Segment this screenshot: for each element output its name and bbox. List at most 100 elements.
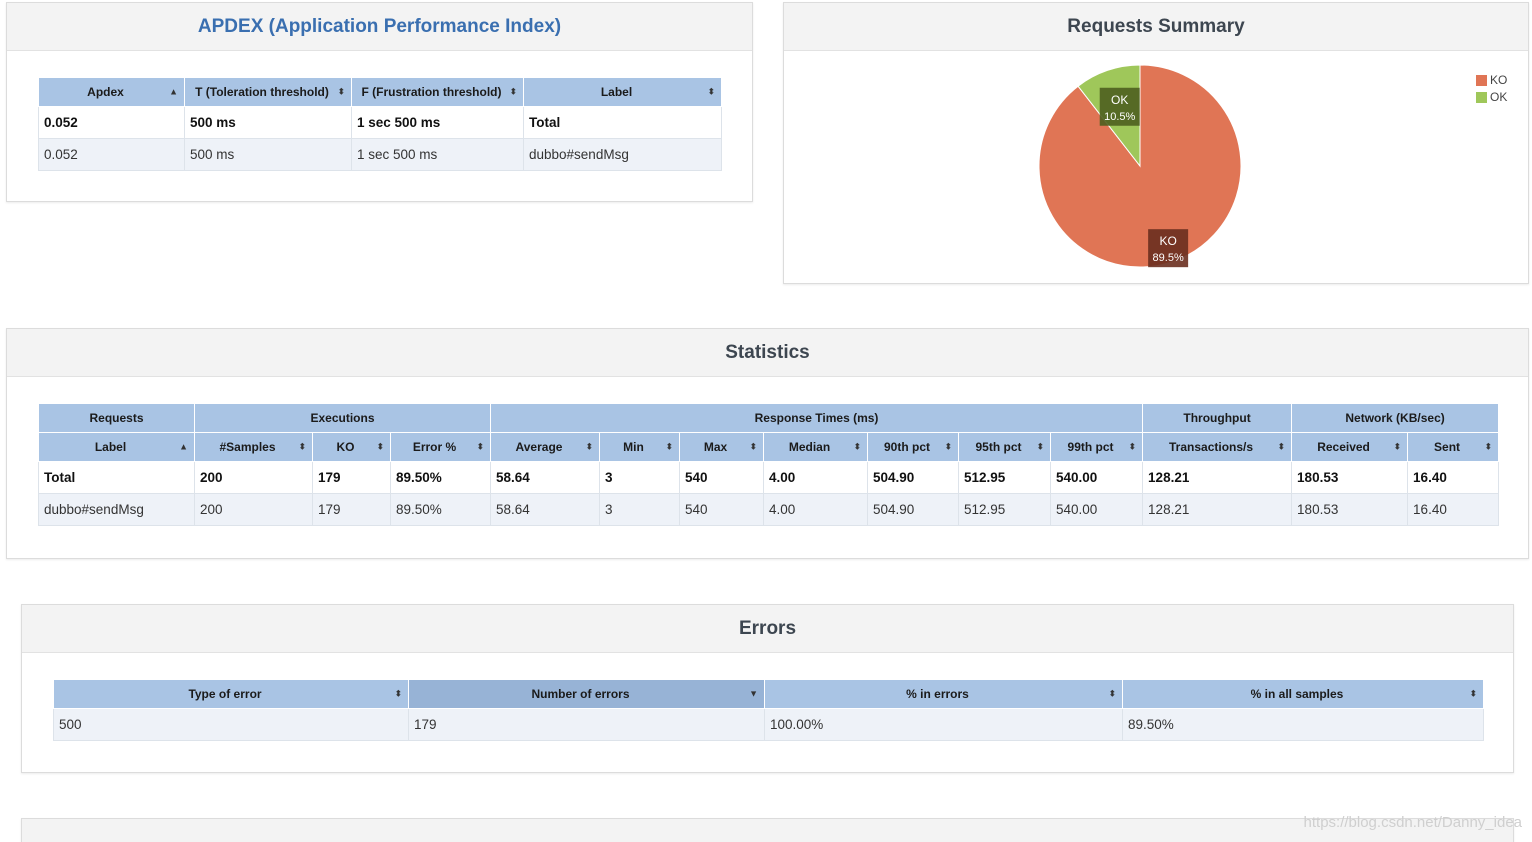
errors-header-pct-errors[interactable]: % in errors ⬍ <box>764 679 1123 709</box>
pie-label-name: KO <box>1159 234 1176 248</box>
statistics-header: Statistics <box>7 329 1528 377</box>
stats-header-transactions[interactable]: Transactions/s ⬍ <box>1142 432 1293 462</box>
table-row: 500 179 100.00% 89.50% <box>53 708 1484 741</box>
stats-header-error-pct[interactable]: Error % ⬍ <box>390 432 491 462</box>
group-header-throughput: Throughput <box>1142 403 1293 433</box>
table-cell: 1 sec 500 ms <box>351 138 524 171</box>
table-cell: 200 <box>194 493 313 526</box>
stats-header-95th[interactable]: 95th pct ⬍ <box>958 432 1051 462</box>
pie-label-name: OK <box>1111 93 1128 107</box>
group-header-requests: Requests <box>38 403 195 433</box>
table-cell: 3 <box>599 461 680 494</box>
legend-label-ko: KO <box>1490 73 1508 87</box>
pie-label-ok: OK 10.5% <box>1099 87 1140 126</box>
apdex-title: APDEX (Application Performance Index) <box>197 15 562 37</box>
pie-label-ko: KO 89.5% <box>1148 229 1189 268</box>
sort-icon: ⬍ <box>394 688 402 699</box>
table-cell: 500 ms <box>184 106 352 139</box>
table-cell: 58.64 <box>490 493 600 526</box>
table-cell: 100.00% <box>764 708 1123 741</box>
table-cell: 3 <box>599 493 680 526</box>
pie-label-value: 89.5% <box>1153 252 1184 264</box>
stats-header-max[interactable]: Max ⬍ <box>679 432 764 462</box>
legend-item-ok[interactable]: OK <box>1476 89 1507 106</box>
sort-icon: ⬍ <box>1393 441 1402 452</box>
sort-icon: ⬍ <box>585 441 593 452</box>
table-cell: 58.64 <box>490 461 600 494</box>
sort-icon: ⬍ <box>665 441 673 452</box>
stats-header-ko[interactable]: KO ⬍ <box>312 432 391 462</box>
errors-header: Errors <box>22 605 1513 653</box>
pie-legend: KO OK <box>1476 72 1507 106</box>
table-cell: 180.53 <box>1291 461 1409 494</box>
group-header-network: Network (KB/sec) <box>1291 403 1500 433</box>
requests-summary-header: Requests Summary <box>784 3 1528 51</box>
sort-icon: ⬍ <box>509 86 517 97</box>
stats-header-label[interactable]: Label ▲ <box>38 432 195 462</box>
apdex-header-label[interactable]: Label ⬍ <box>523 77 722 107</box>
legend-label-ok: OK <box>1490 90 1508 104</box>
table-cell: 16.40 <box>1407 461 1500 494</box>
sort-icon: ⬍ <box>1277 441 1286 452</box>
stats-header-median[interactable]: Median ⬍ <box>763 432 868 462</box>
errors-header-number[interactable]: Number of errors ▼ <box>408 679 765 709</box>
pie-chart: KO 89.5% OK 10.5% <box>1038 64 1242 268</box>
group-header-response-times: Response Times (ms) <box>489 403 1144 433</box>
table-cell: 1 sec 500 ms <box>351 106 524 139</box>
table-cell: 0.052 <box>38 138 185 171</box>
errors-header-type[interactable]: Type of error ⬍ <box>53 679 409 709</box>
table-cell: 128.21 <box>1142 461 1293 494</box>
apdex-header-frustration[interactable]: F (Frustration threshold) ⬍ <box>351 77 524 107</box>
sort-icon: ⬍ <box>853 441 861 452</box>
sort-icon: ⬍ <box>707 86 715 97</box>
table-cell: 504.90 <box>867 493 959 526</box>
legend-swatch-ko <box>1476 75 1487 86</box>
next-panel <box>21 818 1514 842</box>
stats-header-90th[interactable]: 90th pct ⬍ <box>867 432 959 462</box>
stats-header-received[interactable]: Received ⬍ <box>1291 432 1409 462</box>
pie-label-value: 10.5% <box>1104 111 1135 123</box>
table-row: 0.052 500 ms 1 sec 500 ms Total <box>38 106 722 139</box>
apdex-panel: APDEX (Application Performance Index) Ap… <box>6 2 753 202</box>
stats-header-average[interactable]: Average ⬍ <box>490 432 600 462</box>
table-cell: 179 <box>312 461 391 494</box>
sort-icon: ⬍ <box>749 441 757 452</box>
stats-header-sent[interactable]: Sent ⬍ <box>1407 432 1500 462</box>
sort-icon: ⬍ <box>1469 688 1477 699</box>
table-cell: 179 <box>312 493 391 526</box>
watermark: https://blog.csdn.net/Danny_idea <box>1303 814 1522 831</box>
statistics-panel: Statistics Requests Executions Response … <box>6 328 1529 559</box>
table-cell: Total <box>523 106 722 139</box>
table-cell: Total <box>38 461 195 494</box>
legend-item-ko[interactable]: KO <box>1476 72 1507 89</box>
apdex-header-apdex[interactable]: Apdex ▲ <box>38 77 185 107</box>
statistics-table: Requests Executions Response Times (ms) … <box>38 403 1500 526</box>
sort-asc-icon: ▲ <box>169 86 178 97</box>
table-cell: dubbo#sendMsg <box>38 493 195 526</box>
sort-icon: ⬍ <box>1484 441 1493 452</box>
errors-header-pct-all[interactable]: % in all samples ⬍ <box>1122 679 1484 709</box>
apdex-table: Apdex ▲ T (Toleration threshold) ⬍ F (Frus… <box>38 77 722 171</box>
sort-icon: ⬍ <box>1108 688 1116 699</box>
apdex-header-toleration[interactable]: T (Toleration threshold) ⬍ <box>184 77 352 107</box>
group-header-executions: Executions <box>194 403 491 433</box>
table-cell: 500 ms <box>184 138 352 171</box>
errors-table: Type of error ⬍ Number of errors ▼ % in er… <box>53 679 1484 741</box>
stats-header-min[interactable]: Min ⬍ <box>599 432 680 462</box>
table-row: 0.052 500 ms 1 sec 500 ms dubbo#sendMsg <box>38 138 722 171</box>
table-cell: dubbo#sendMsg <box>523 138 722 171</box>
table-cell: 512.95 <box>958 461 1051 494</box>
table-cell: 512.95 <box>958 493 1051 526</box>
requests-summary-title: Requests Summary <box>1067 15 1245 37</box>
table-cell: 200 <box>194 461 313 494</box>
table-cell: 4.00 <box>763 493 868 526</box>
sort-icon: ⬍ <box>1128 441 1137 452</box>
table-cell: 179 <box>408 708 765 741</box>
table-cell: 128.21 <box>1142 493 1293 526</box>
table-cell: 540.00 <box>1049 493 1144 526</box>
sort-desc-icon: ▼ <box>749 688 758 699</box>
stats-header-99th[interactable]: 99th pct ⬍ <box>1049 432 1144 462</box>
sort-icon: ⬍ <box>1036 441 1044 452</box>
stats-header-samples[interactable]: #Samples ⬍ <box>194 432 313 462</box>
sort-asc-icon: ▲ <box>179 441 188 452</box>
